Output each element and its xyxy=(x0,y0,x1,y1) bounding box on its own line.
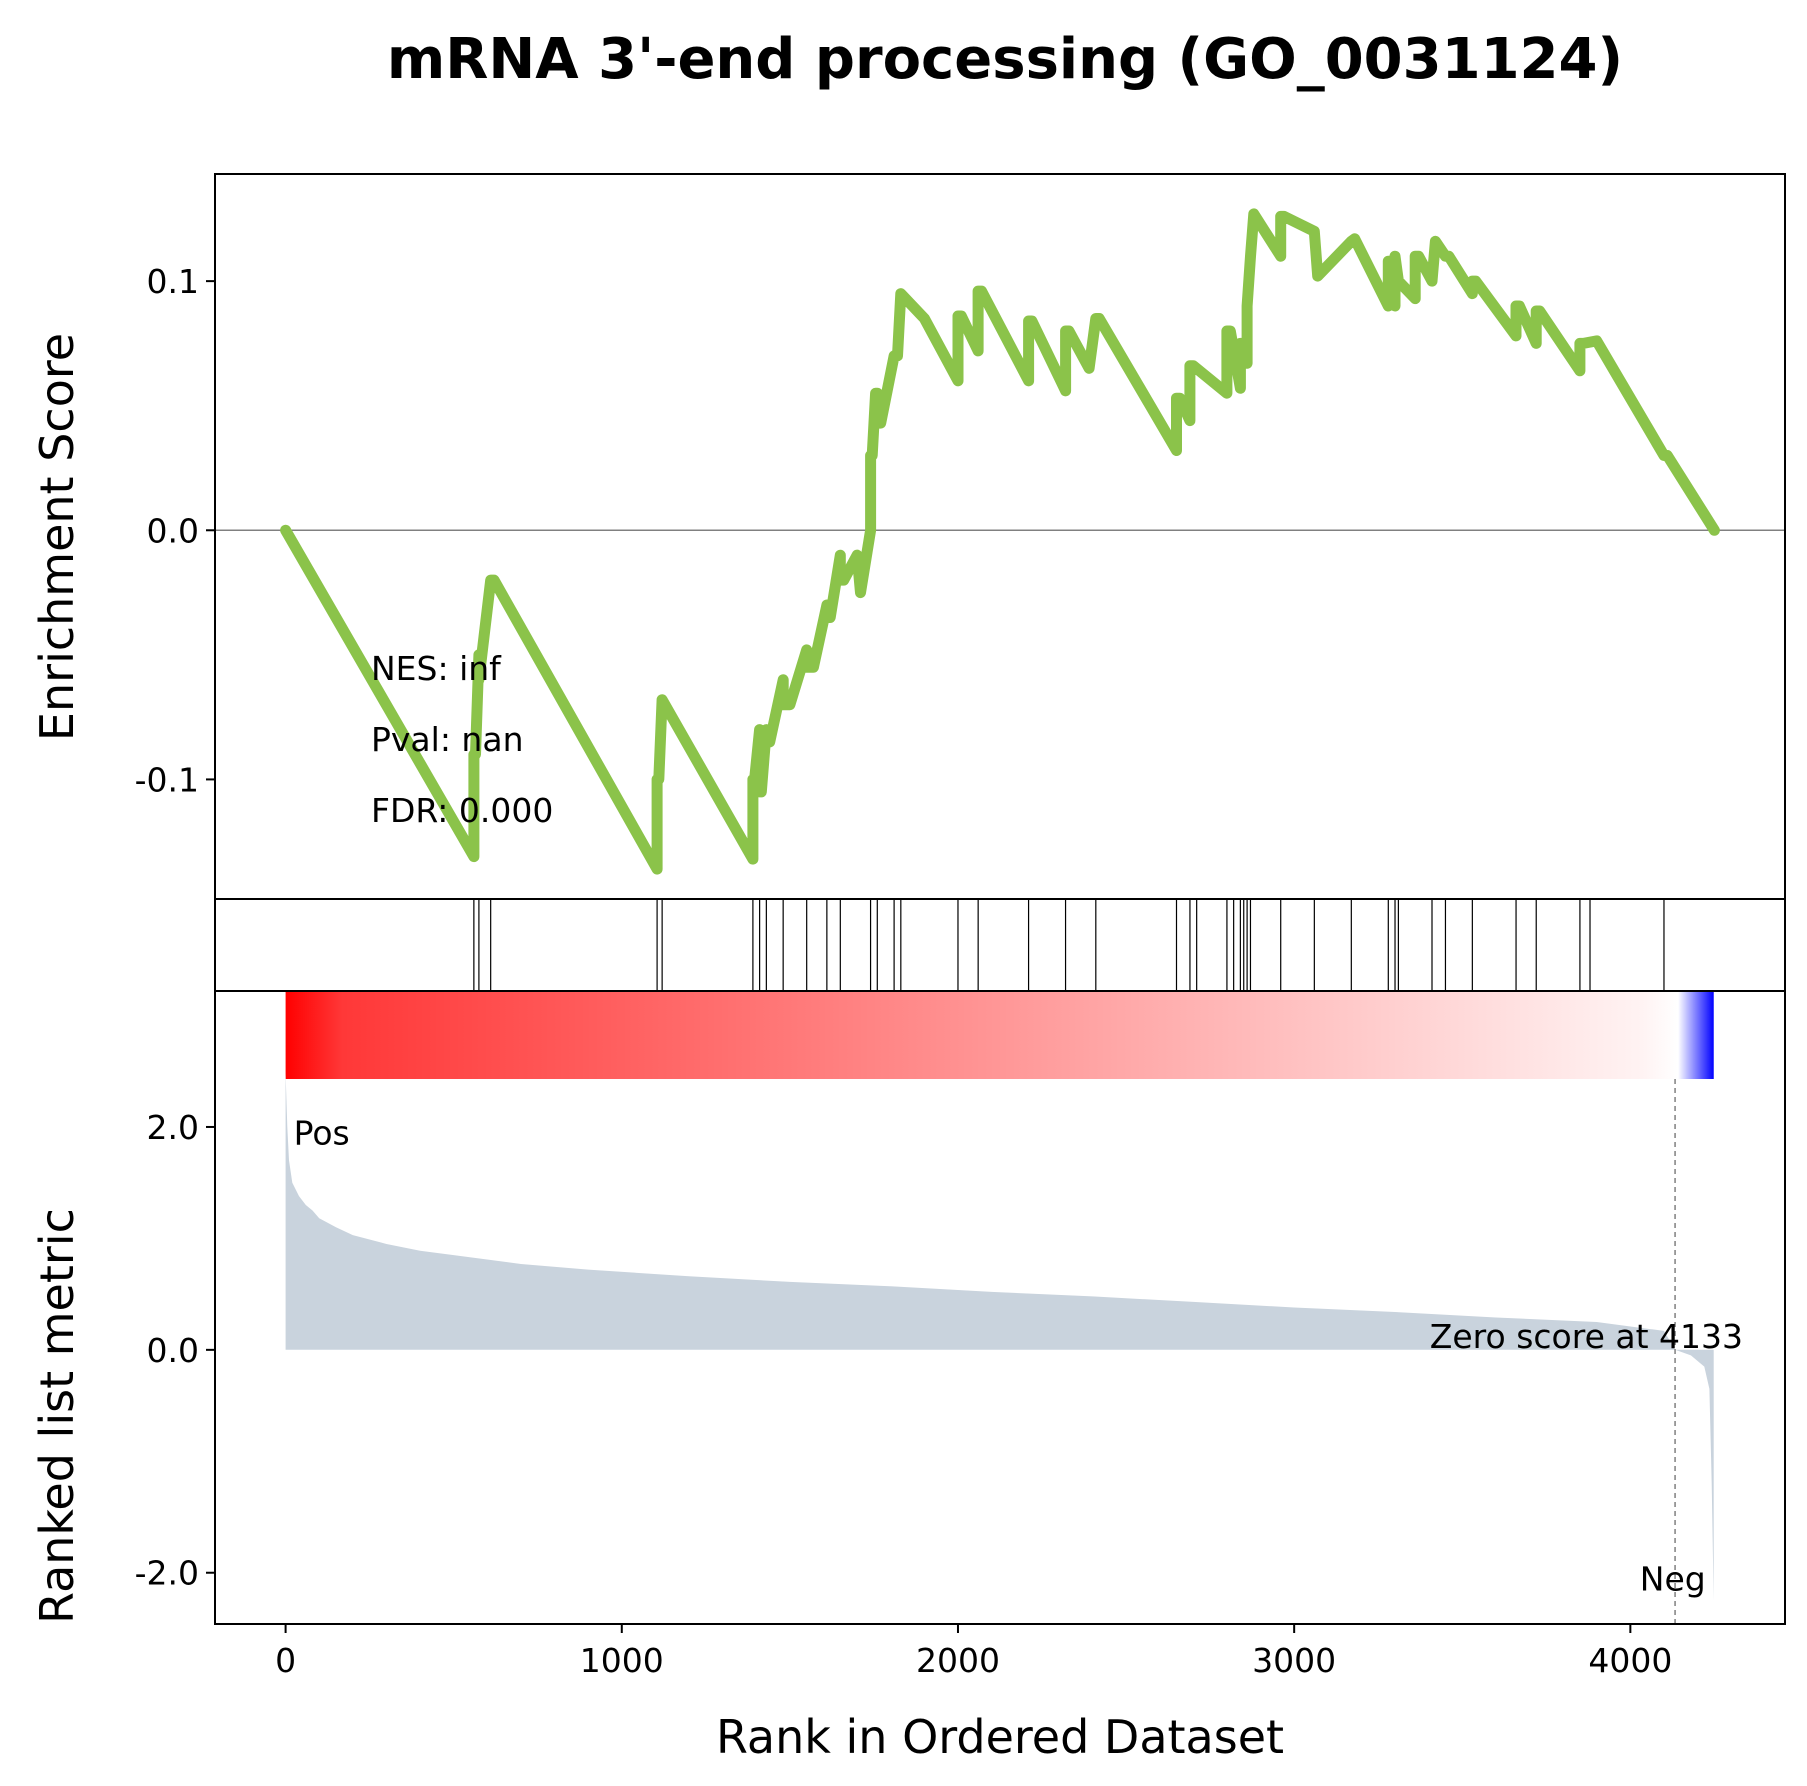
y-tick-label: 0.0 xyxy=(147,1331,199,1370)
ranked-y-axis-title: Ranked list metric xyxy=(30,1208,84,1624)
x-tick-label: 1000 xyxy=(580,1641,664,1680)
ranked-y-ticks: 2.0 0.0 -2.0 xyxy=(135,1108,215,1593)
x-axis-ticks: 0 1000 2000 3000 4000 xyxy=(275,1624,1672,1680)
x-tick-label: 0 xyxy=(275,1641,296,1680)
x-tick-label: 4000 xyxy=(1588,1641,1672,1680)
hits-panel xyxy=(214,898,1786,992)
y-tick-label: 0.0 xyxy=(147,511,199,550)
x-axis-title: Rank in Ordered Dataset xyxy=(716,1710,1284,1764)
enrichment-y-axis-title: Enrichment Score xyxy=(30,333,84,741)
neg-label: Neg xyxy=(1640,1559,1706,1598)
hit-lines xyxy=(473,899,1665,991)
x-tick-label: 2000 xyxy=(916,1641,1000,1680)
zero-score-label: Zero score at 4133 xyxy=(1430,1317,1743,1356)
ranked-plot-frame xyxy=(214,990,1786,1625)
x-tick-label: 3000 xyxy=(1252,1641,1336,1680)
enrichment-y-ticks: 0.1 0.0 -0.1 xyxy=(135,262,215,799)
fdr-label: FDR: 0.000 xyxy=(371,791,553,830)
y-tick-label: 2.0 xyxy=(147,1108,199,1147)
enrichment-score-line xyxy=(280,208,1720,875)
chart-title: mRNA 3'-end processing (GO_0031124) xyxy=(387,27,1623,92)
rank-colorbar xyxy=(285,991,1714,1079)
ranked-metric-panel: Zero score at 4133 Pos Neg 2.0 0.0 -2.0 0 1… xyxy=(30,990,1786,1764)
ranked-metric-area xyxy=(285,1073,1714,1601)
hits-plot-frame xyxy=(214,898,1786,992)
pos-label: Pos xyxy=(294,1114,350,1153)
y-tick-label: 0.1 xyxy=(147,262,199,301)
pval-label: Pval: nan xyxy=(371,720,523,759)
y-tick-label: -0.1 xyxy=(135,760,199,799)
nes-label: NES: inf xyxy=(371,649,502,688)
enrichment-score-panel: 0.1 0.0 -0.1 NES: inf Pval: nan FDR: 0.000… xyxy=(30,173,1786,900)
y-tick-label: -2.0 xyxy=(135,1554,199,1593)
